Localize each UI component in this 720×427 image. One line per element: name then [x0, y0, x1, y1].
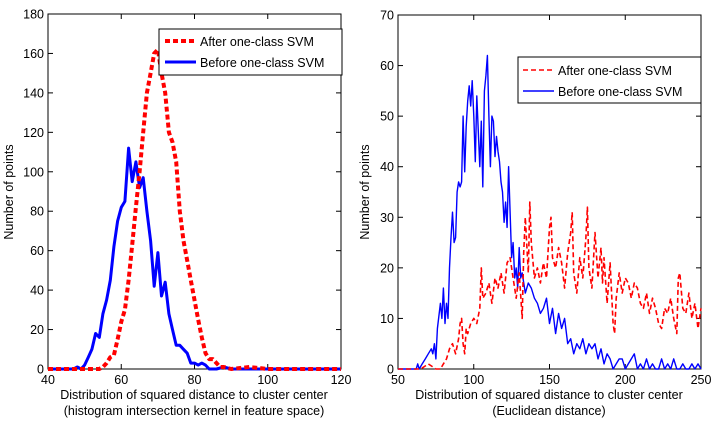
left-x-axis-label: Distribution of squared distance to clus… — [60, 388, 328, 402]
left-x-tick-label: 60 — [114, 373, 128, 387]
right-legend-label-before: Before one-class SVM — [558, 85, 682, 99]
right-y-tick-label: 60 — [380, 59, 394, 73]
right-y-tick-label: 0 — [387, 363, 394, 377]
right-y-tick-label: 10 — [380, 312, 394, 326]
right-x-tick-label: 250 — [691, 373, 712, 387]
left-y-tick-label: 80 — [30, 205, 44, 219]
left-y-axis-label: Number of points — [2, 144, 16, 239]
right-legend-label-after: After one-class SVM — [558, 64, 672, 78]
right-series — [398, 54, 702, 370]
right-x-ticks: 50 100 150 200 250 — [391, 15, 711, 387]
left-y-tick-label: 180 — [23, 8, 44, 22]
left-x-tick-label: 40 — [41, 373, 55, 387]
right-x-tick-label: 150 — [539, 373, 560, 387]
left-series-before-svm-line — [48, 146, 341, 371]
right-chart: 50 100 150 200 250 0 10 20 30 40 50 60 70 Distribut… — [358, 9, 711, 419]
right-y-tick-label: 40 — [380, 160, 394, 174]
left-x-axis-label-line2: (histogram intersection kernel in featur… — [64, 404, 325, 418]
right-series-after-svm-line — [398, 201, 702, 370]
right-y-tick-label: 20 — [380, 261, 394, 275]
left-legend-box — [158, 28, 343, 76]
right-y-axis-label: Number of points — [358, 144, 372, 239]
right-x-axis-label: Distribution of squared distance to clus… — [415, 388, 683, 402]
left-x-tick-label: 120 — [331, 373, 352, 387]
right-y-tick-label: 50 — [380, 110, 394, 124]
right-y-tick-label: 70 — [380, 9, 394, 23]
right-legend: After one-class SVM Before one-class SVM — [517, 56, 702, 104]
right-y-tick-label: 30 — [380, 211, 394, 225]
right-x-tick-label: 50 — [391, 373, 405, 387]
left-series — [48, 47, 341, 371]
left-y-tick-label: 100 — [23, 165, 44, 179]
left-legend: After one-class SVM Before one-class SVM — [158, 28, 343, 76]
right-x-tick-label: 100 — [463, 373, 484, 387]
left-y-tick-label: 40 — [30, 284, 44, 298]
left-y-ticks: 0 20 40 60 80 100 120 140 160 180 — [23, 8, 341, 377]
left-x-tick-label: 80 — [188, 373, 202, 387]
right-x-tick-label: 200 — [615, 373, 636, 387]
right-x-axis-label-line2: (Euclidean distance) — [492, 404, 605, 418]
left-legend-label-after: After one-class SVM — [200, 35, 314, 49]
right-legend-box — [517, 56, 702, 104]
left-x-tick-label: 100 — [257, 373, 278, 387]
right-series-before-svm-line — [398, 54, 702, 370]
right-y-ticks: 0 10 20 30 40 50 60 70 — [380, 9, 701, 377]
left-legend-label-before: Before one-class SVM — [200, 56, 324, 70]
left-y-tick-label: 120 — [23, 126, 44, 140]
left-y-tick-label: 140 — [23, 86, 44, 100]
left-y-tick-label: 160 — [23, 47, 44, 61]
left-y-tick-label: 20 — [30, 323, 44, 337]
left-chart: 40 60 80 100 120 0 20 40 60 80 100 120 140 160 180 Di… — [2, 8, 351, 419]
left-y-tick-label: 60 — [30, 244, 44, 258]
left-series-after-svm-line — [48, 47, 341, 371]
left-y-tick-label: 0 — [37, 363, 44, 377]
